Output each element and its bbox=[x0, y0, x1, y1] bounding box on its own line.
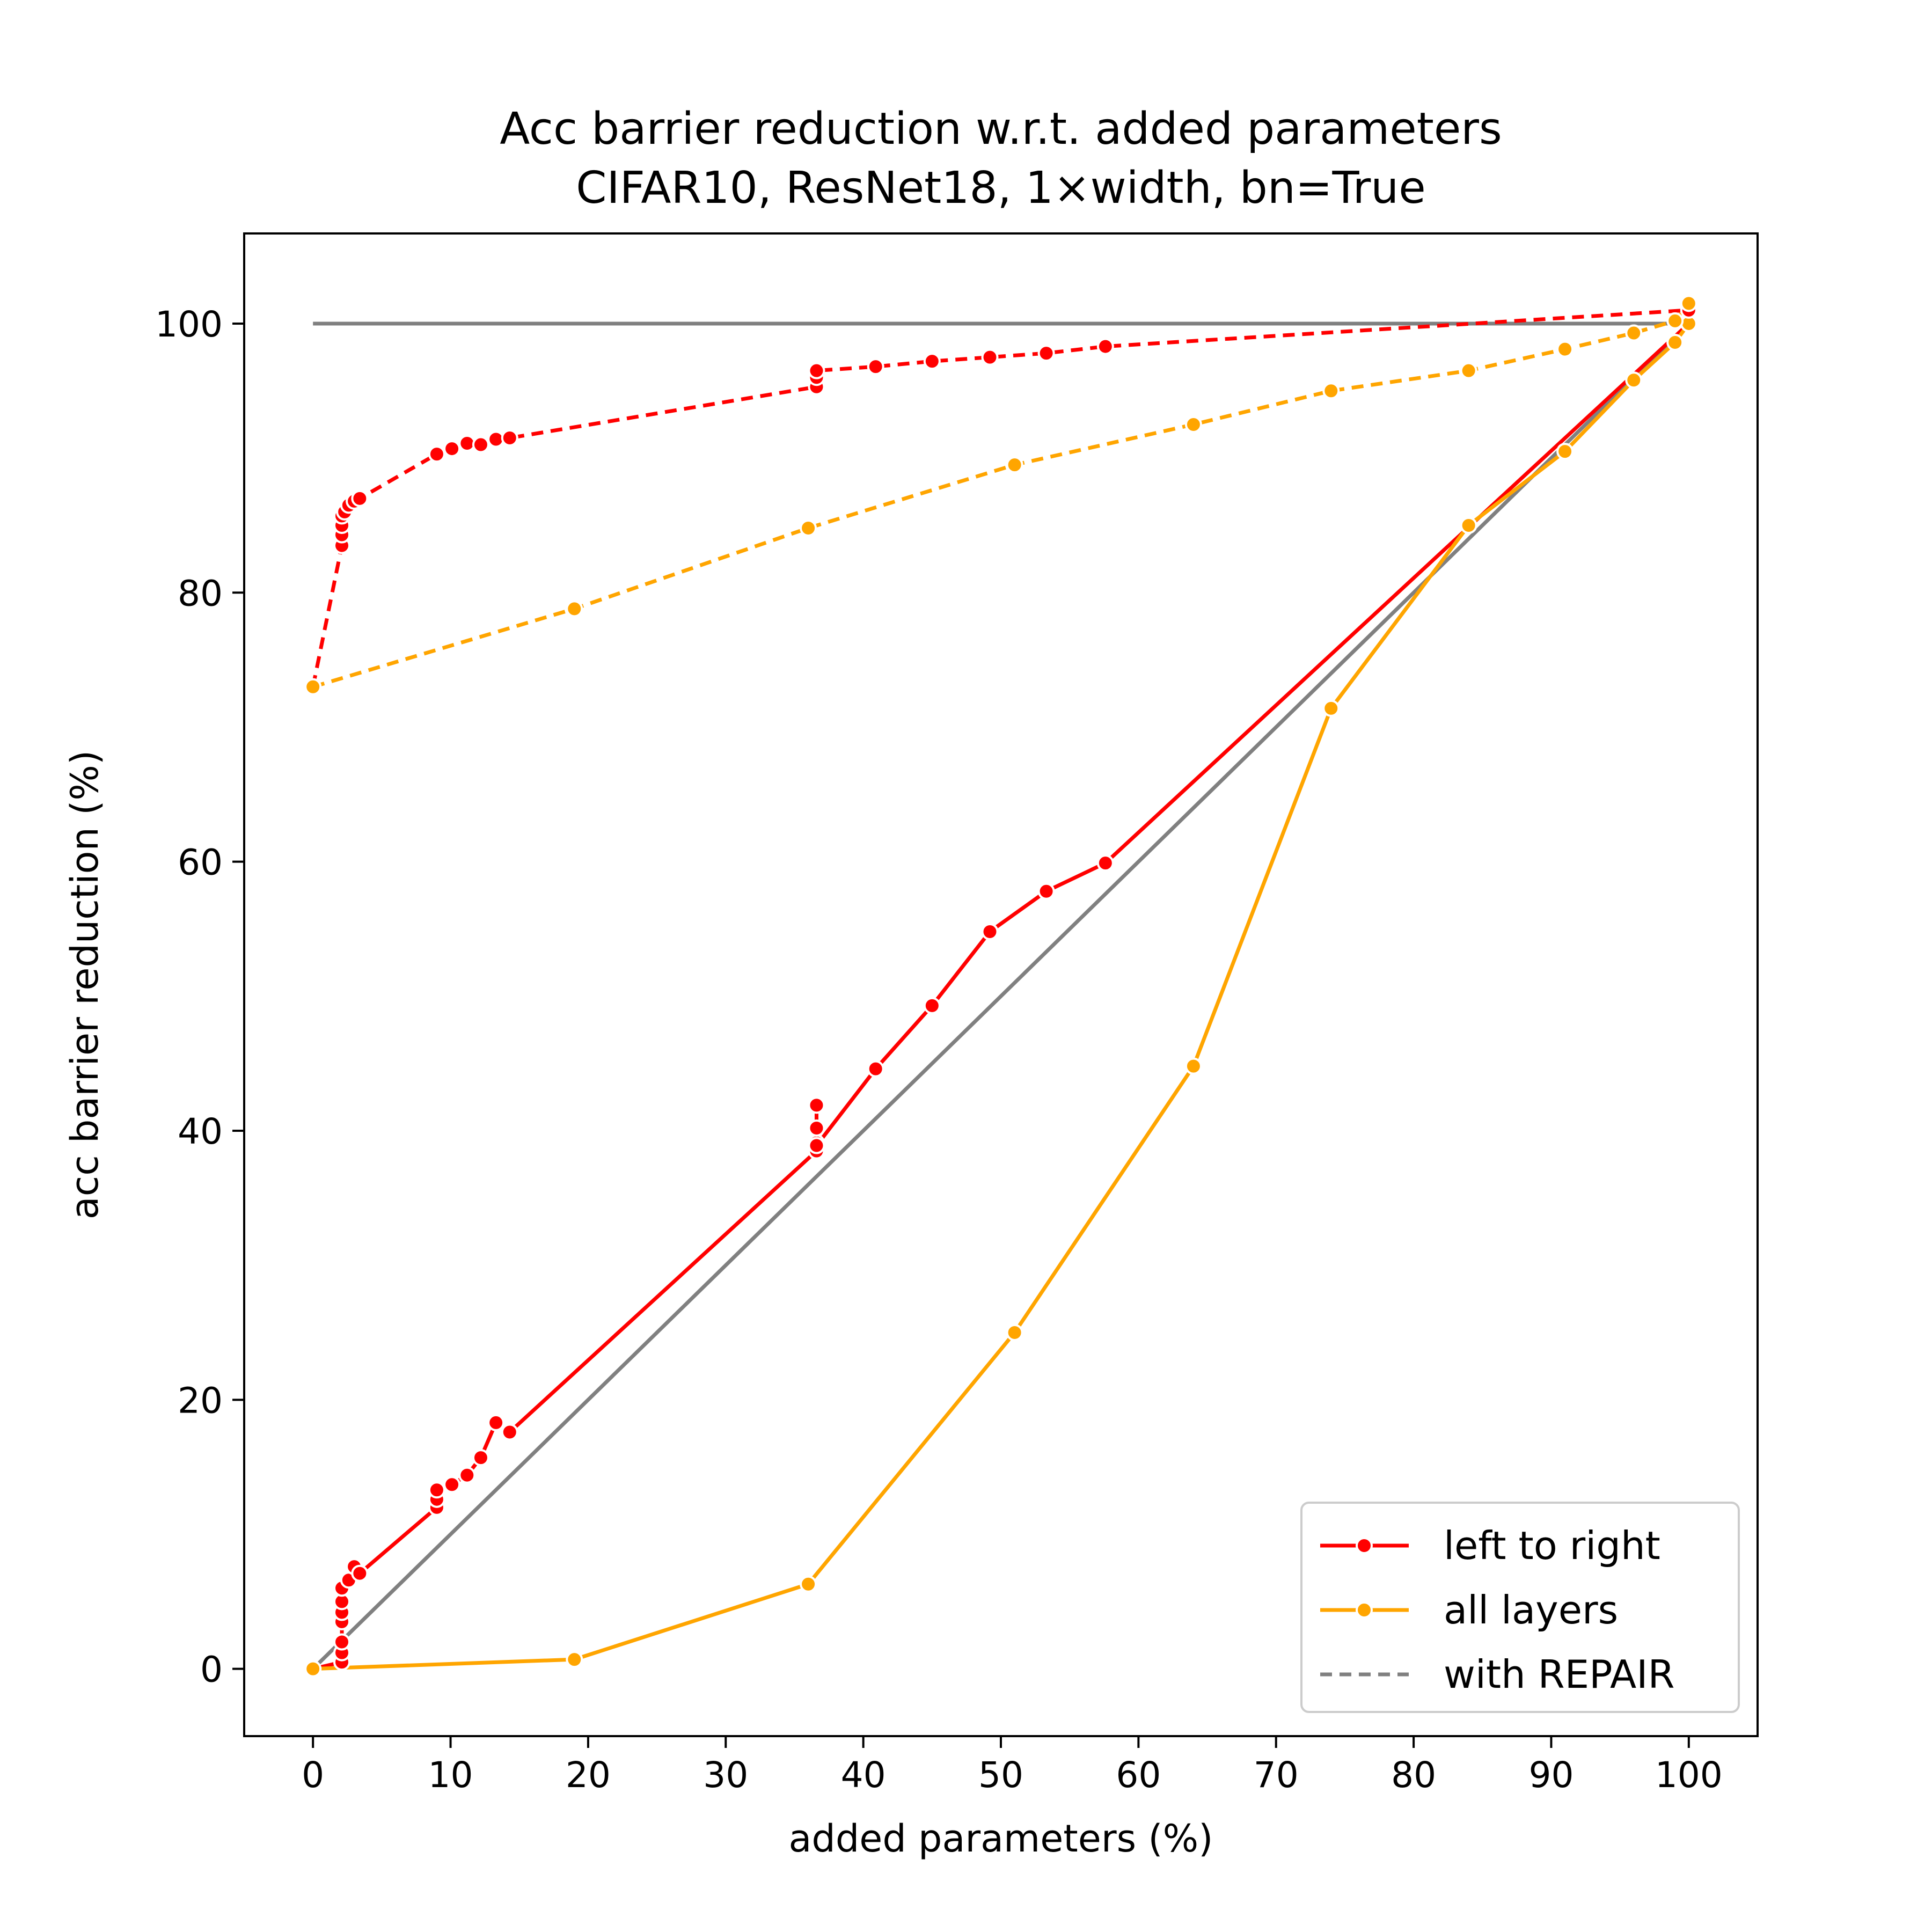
y-axis-label: acc barrier reduction (%) bbox=[63, 750, 107, 1219]
data-point-all-layers-repair bbox=[1006, 456, 1023, 474]
data-point-all-layers-repair bbox=[304, 678, 322, 696]
data-point-left-to-right-repair bbox=[1037, 345, 1055, 362]
data-point-left-to-right bbox=[458, 1466, 476, 1484]
data-point-left-to-right bbox=[428, 1481, 445, 1499]
data-point-left-to-right bbox=[501, 1423, 518, 1441]
data-point-left-to-right-repair bbox=[472, 436, 489, 453]
y-tick-label: 40 bbox=[178, 1111, 223, 1152]
data-point-all-layers bbox=[1006, 1323, 1023, 1341]
x-tick-label: 40 bbox=[841, 1754, 886, 1796]
data-point-left-to-right-repair bbox=[351, 489, 369, 507]
data-point-all-layers-repair bbox=[1322, 382, 1340, 400]
chart-title: Acc barrier reduction w.r.t. added param… bbox=[500, 104, 1502, 155]
legend: left to right all layers with REPAIR bbox=[1300, 1502, 1740, 1713]
data-point-all-layers bbox=[1556, 443, 1574, 460]
data-point-left-to-right-repair bbox=[443, 440, 461, 458]
data-point-left-to-right bbox=[981, 923, 999, 940]
data-point-left-to-right bbox=[472, 1449, 489, 1467]
y-tick-label: 60 bbox=[178, 842, 223, 883]
data-point-left-to-right-repair bbox=[428, 445, 445, 463]
data-point-left-to-right-repair bbox=[923, 353, 941, 370]
x-tick-label: 20 bbox=[566, 1754, 611, 1796]
x-tick-label: 100 bbox=[1655, 1754, 1723, 1796]
data-point-left-to-right-repair bbox=[1096, 338, 1114, 355]
data-point-all-layers-repair bbox=[1625, 324, 1643, 342]
data-point-left-to-right-repair bbox=[487, 430, 505, 448]
data-point-left-to-right bbox=[487, 1414, 505, 1431]
x-axis-label: added parameters (%) bbox=[789, 1817, 1213, 1861]
x-axis: 0 10 20 30 40 50 60 70 80 90 100 bbox=[302, 1736, 1723, 1796]
data-point-all-layers bbox=[1625, 371, 1643, 389]
data-point-all-layers-repair bbox=[1184, 415, 1202, 433]
data-point-left-to-right-repair bbox=[501, 429, 518, 447]
data-point-left-to-right-repair bbox=[867, 358, 884, 376]
legend-label-all-layers: all layers bbox=[1444, 1587, 1618, 1633]
reference-line-0 bbox=[311, 322, 1690, 1671]
x-tick-label: 50 bbox=[978, 1754, 1023, 1796]
y-tick-label: 20 bbox=[178, 1380, 223, 1421]
data-point-left-to-right bbox=[808, 1119, 825, 1137]
x-tick-label: 80 bbox=[1391, 1754, 1436, 1796]
y-tick-label: 100 bbox=[155, 304, 223, 345]
data-point-all-layers-repair bbox=[1680, 295, 1697, 312]
series-line-left-to-right-repair bbox=[311, 308, 1689, 687]
x-tick-label: 60 bbox=[1116, 1754, 1161, 1796]
data-point-all-layers bbox=[566, 1651, 583, 1668]
legend-label-left-to-right: left to right bbox=[1444, 1523, 1660, 1568]
data-point-all-layers-repair bbox=[566, 600, 583, 618]
data-point-left-to-right bbox=[867, 1060, 884, 1078]
x-tick-label: 0 bbox=[302, 1754, 324, 1796]
data-point-left-to-right bbox=[1096, 854, 1114, 872]
data-point-left-to-right bbox=[351, 1564, 369, 1582]
data-point-all-layers bbox=[1184, 1057, 1202, 1075]
data-point-left-to-right-repair bbox=[808, 362, 825, 379]
data-point-left-to-right-repair bbox=[458, 435, 476, 452]
data-point-all-layers bbox=[1322, 699, 1340, 717]
x-tick-label: 90 bbox=[1528, 1754, 1574, 1796]
y-tick-label: 80 bbox=[178, 573, 223, 614]
data-point-all-layers-repair bbox=[800, 519, 817, 537]
plot-area bbox=[243, 232, 1759, 1737]
data-point-left-to-right bbox=[808, 1096, 825, 1114]
legend-label-with-REPAIR: with REPAIR bbox=[1444, 1652, 1675, 1697]
data-point-all-layers bbox=[1460, 516, 1477, 534]
data-point-all-layers bbox=[304, 1660, 322, 1678]
data-point-left-to-right-repair bbox=[981, 348, 999, 366]
data-point-left-to-right bbox=[808, 1137, 825, 1154]
data-point-all-layers bbox=[1666, 334, 1684, 352]
series-markers bbox=[304, 295, 1697, 1678]
data-point-left-to-right bbox=[923, 997, 941, 1014]
y-tick-label: 0 bbox=[200, 1649, 223, 1690]
legend-marker-all-layers bbox=[1356, 1601, 1373, 1619]
x-tick-label: 10 bbox=[428, 1754, 473, 1796]
data-point-all-layers-repair bbox=[1460, 362, 1477, 379]
data-point-left-to-right bbox=[443, 1476, 461, 1494]
data-point-left-to-right bbox=[1037, 882, 1055, 900]
y-axis: 0 20 40 60 80 100 bbox=[155, 304, 244, 1690]
legend-box bbox=[1300, 1502, 1740, 1713]
x-tick-label: 70 bbox=[1254, 1754, 1299, 1796]
legend-marker-left-to-right bbox=[1356, 1537, 1373, 1554]
data-point-all-layers-repair bbox=[1666, 312, 1684, 330]
chart-subtitle: CIFAR10, ResNet18, 1×width, bn=True bbox=[576, 163, 1425, 214]
data-point-left-to-right bbox=[333, 1633, 351, 1651]
x-tick-label: 30 bbox=[703, 1754, 748, 1796]
data-point-all-layers bbox=[800, 1575, 817, 1593]
data-point-all-layers-repair bbox=[1556, 340, 1574, 358]
